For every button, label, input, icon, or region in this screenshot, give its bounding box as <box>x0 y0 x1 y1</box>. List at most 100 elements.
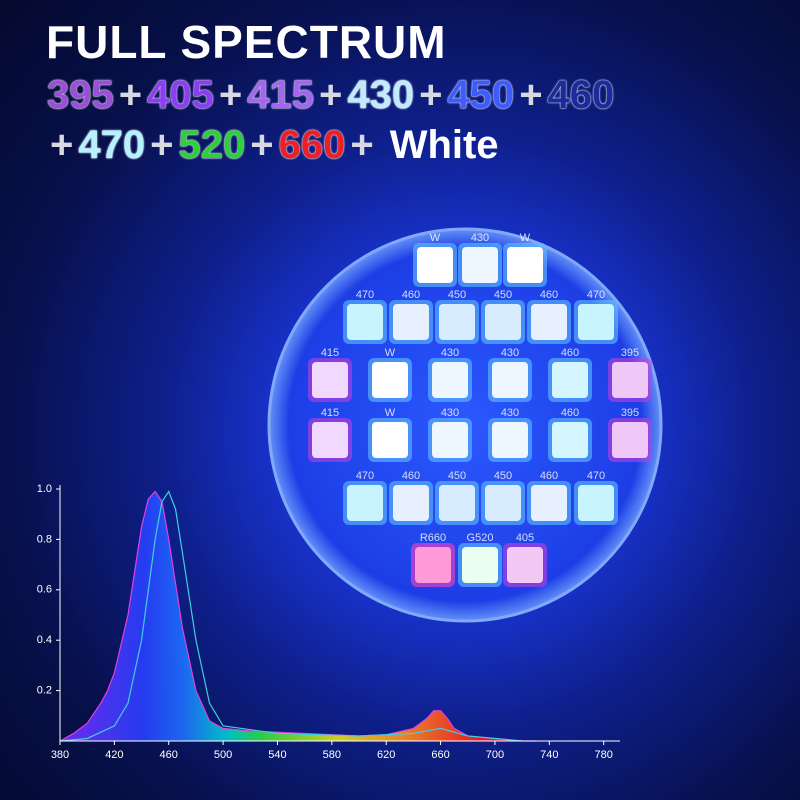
led <box>485 485 521 521</box>
led-label: 470 <box>587 289 605 301</box>
led <box>372 362 408 398</box>
led-label: 460 <box>561 407 579 419</box>
y-tick-label: 0.2 <box>37 685 52 697</box>
led-label: 460 <box>540 470 558 482</box>
spectrum-area <box>60 491 536 741</box>
led <box>612 422 648 458</box>
led-label: 460 <box>402 289 420 301</box>
led <box>393 485 429 521</box>
wavelength: 520 <box>178 123 246 167</box>
separator: + <box>50 123 74 167</box>
led-label: 415 <box>321 347 339 359</box>
led-label: 415 <box>321 407 339 419</box>
led-label: 430 <box>441 407 459 419</box>
wavelength: 395 <box>47 73 114 117</box>
spectrum-line <box>59 490 536 742</box>
x-tick-label: 420 <box>105 749 123 761</box>
wavelength: 460 <box>547 73 615 117</box>
led-label: 460 <box>540 289 558 301</box>
led-label: 395 <box>621 347 639 359</box>
led-label: 430 <box>501 347 519 359</box>
separator: + <box>350 123 374 167</box>
led <box>485 304 521 340</box>
led-label: 470 <box>356 470 374 482</box>
led-label: 470 <box>356 289 374 301</box>
led <box>432 362 468 398</box>
x-tick-label: 500 <box>214 749 232 761</box>
led-label: 450 <box>494 470 512 482</box>
led-label: 430 <box>441 347 459 359</box>
wavelength-line: 395 +405 +415 +430 +450 +460 <box>46 70 615 120</box>
led <box>462 247 498 283</box>
led-label: 460 <box>402 470 420 482</box>
separator: + <box>318 73 343 117</box>
title: FULL SPECTRUM <box>46 16 447 68</box>
wavelength: 450 <box>447 73 515 117</box>
wavelength: 660 <box>278 123 346 167</box>
led <box>347 304 383 340</box>
separator: + <box>250 123 274 167</box>
led <box>393 304 429 340</box>
spectrum-line <box>59 490 523 742</box>
led-label: 460 <box>561 347 579 359</box>
led <box>372 422 408 458</box>
y-tick-label: 0.4 <box>37 634 52 646</box>
led <box>415 547 451 583</box>
y-tick-label: 0.6 <box>37 584 52 596</box>
wavelength: 405 <box>147 73 214 117</box>
wavelength: White <box>389 123 499 167</box>
separator: + <box>218 73 243 117</box>
led-label: 430 <box>501 407 519 419</box>
led <box>462 547 498 583</box>
led <box>507 247 543 283</box>
led <box>492 362 528 398</box>
x-tick-label: 540 <box>268 749 286 761</box>
led-label: 450 <box>448 470 466 482</box>
wavelength-line: +470 +520 +660 + White <box>46 120 615 170</box>
led <box>531 485 567 521</box>
separator: + <box>150 123 174 167</box>
led <box>507 547 543 583</box>
wavelength: 430 <box>347 73 415 117</box>
wavelength: 470 <box>78 123 146 167</box>
led <box>552 422 588 458</box>
led <box>312 422 348 458</box>
led <box>492 422 528 458</box>
led-label: 405 <box>516 532 534 544</box>
wavelength: 415 <box>247 73 314 117</box>
x-tick-label: 580 <box>323 749 341 761</box>
separator: + <box>419 73 443 117</box>
led-label: 430 <box>471 232 489 244</box>
led <box>578 485 614 521</box>
led-label: W <box>430 232 441 244</box>
led <box>312 362 348 398</box>
led-label: 450 <box>494 289 512 301</box>
led-label: G520 <box>467 532 494 544</box>
header: FULL SPECTRUM 395 +405 +415 +430 +450 +460 +47… <box>46 14 615 170</box>
led-label: 470 <box>587 470 605 482</box>
led <box>578 304 614 340</box>
led <box>552 362 588 398</box>
x-tick-label: 620 <box>377 749 395 761</box>
x-tick-label: 700 <box>486 749 504 761</box>
led <box>417 247 453 283</box>
led-label: W <box>385 407 396 419</box>
led-label: 450 <box>448 289 466 301</box>
x-tick-label: 660 <box>431 749 449 761</box>
x-tick-label: 740 <box>540 749 558 761</box>
led <box>439 304 475 340</box>
led <box>531 304 567 340</box>
led-label: 395 <box>621 407 639 419</box>
x-tick-label: 380 <box>51 749 69 761</box>
y-tick-label: 0.8 <box>37 533 52 545</box>
led <box>439 485 475 521</box>
separator: + <box>519 73 543 117</box>
separator: + <box>118 73 143 117</box>
led <box>347 485 383 521</box>
led-label: R660 <box>420 532 446 544</box>
y-tick-label: 1.0 <box>37 483 52 495</box>
led-label: W <box>385 347 396 359</box>
led-label: W <box>520 232 531 244</box>
